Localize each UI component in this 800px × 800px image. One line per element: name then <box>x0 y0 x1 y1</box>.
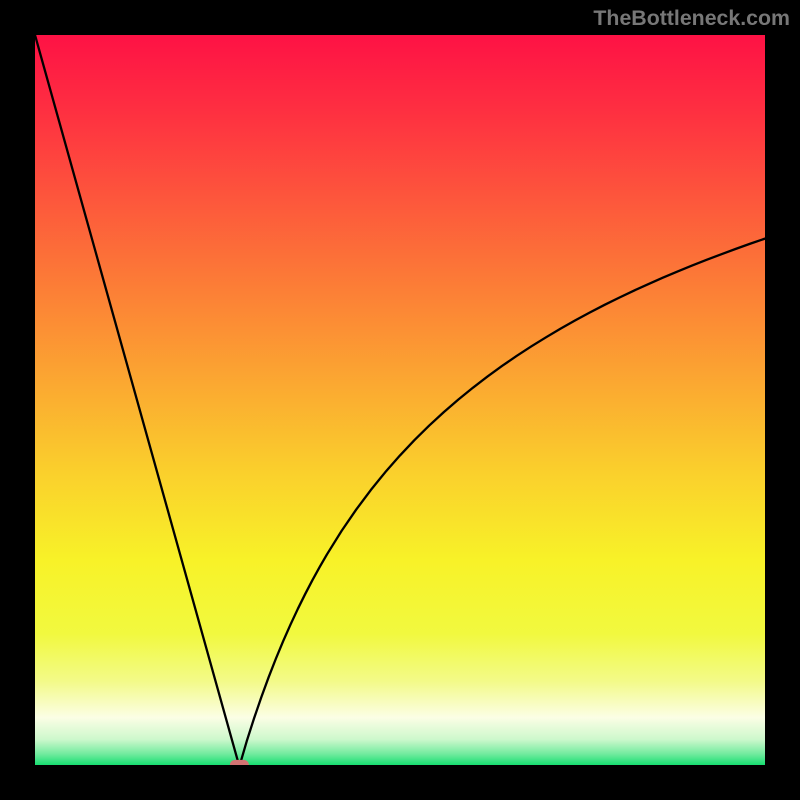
optimal-point-marker <box>230 760 249 765</box>
watermark-text: TheBottleneck.com <box>593 6 790 31</box>
gradient-background <box>35 35 765 765</box>
chart-svg <box>35 35 765 765</box>
chart-frame: TheBottleneck.com <box>0 0 800 800</box>
plot-area <box>35 35 765 765</box>
